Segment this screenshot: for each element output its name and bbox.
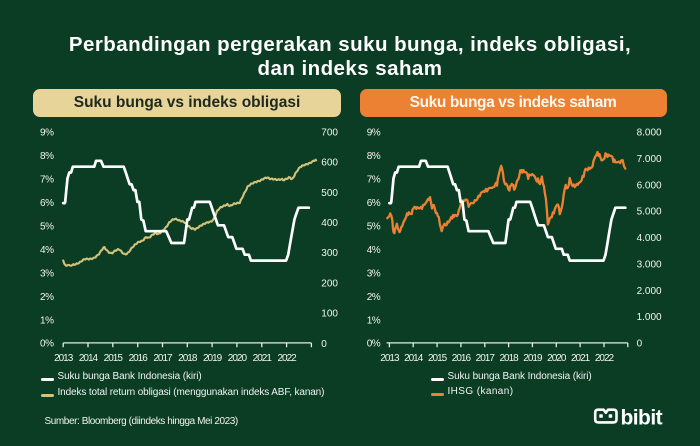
- svg-text:bibit: bibit: [621, 407, 663, 430]
- svg-text:6.000: 6.000: [637, 180, 662, 191]
- svg-text:2019: 2019: [523, 353, 543, 364]
- svg-text:3.000: 3.000: [637, 259, 662, 270]
- svg-text:2022: 2022: [277, 353, 297, 364]
- svg-text:1%: 1%: [367, 315, 381, 326]
- svg-text:6%: 6%: [40, 198, 54, 209]
- svg-text:600: 600: [321, 158, 338, 169]
- svg-text:7%: 7%: [40, 174, 54, 185]
- svg-text:8%: 8%: [40, 151, 54, 162]
- svg-text:300: 300: [321, 248, 338, 259]
- svg-text:2020: 2020: [228, 353, 248, 364]
- svg-text:2022: 2022: [595, 353, 615, 364]
- svg-text:2020: 2020: [547, 353, 567, 364]
- svg-text:2018: 2018: [499, 353, 519, 364]
- svg-text:4%: 4%: [367, 245, 381, 256]
- svg-text:0%: 0%: [40, 339, 54, 350]
- svg-text:6%: 6%: [367, 198, 381, 209]
- svg-text:2017: 2017: [153, 353, 173, 364]
- svg-text:2015: 2015: [104, 353, 124, 364]
- svg-text:2.000: 2.000: [637, 286, 662, 297]
- svg-text:200: 200: [321, 278, 338, 289]
- svg-text:7.000: 7.000: [637, 154, 662, 165]
- svg-text:2019: 2019: [203, 353, 223, 364]
- svg-text:2%: 2%: [40, 292, 54, 303]
- svg-text:2015: 2015: [428, 353, 448, 364]
- svg-text:2013: 2013: [380, 353, 400, 364]
- svg-text:400: 400: [321, 218, 338, 229]
- svg-text:8.000: 8.000: [637, 128, 662, 139]
- svg-text:2014: 2014: [79, 353, 99, 364]
- svg-text:2021: 2021: [253, 353, 273, 364]
- svg-text:8%: 8%: [367, 151, 381, 162]
- svg-text:2021: 2021: [571, 353, 591, 364]
- svg-text:700: 700: [321, 128, 338, 139]
- svg-text:100: 100: [321, 309, 338, 320]
- svg-text:1%: 1%: [40, 315, 54, 326]
- svg-text:5%: 5%: [40, 221, 54, 232]
- svg-text:2013: 2013: [54, 353, 74, 364]
- svg-text:0: 0: [637, 339, 643, 350]
- svg-text:5%: 5%: [367, 221, 381, 232]
- svg-text:0%: 0%: [367, 339, 381, 350]
- svg-text:2016: 2016: [129, 353, 149, 364]
- svg-text:2018: 2018: [178, 353, 198, 364]
- svg-text:500: 500: [321, 188, 338, 199]
- svg-text:0: 0: [321, 339, 327, 350]
- svg-text:2%: 2%: [367, 292, 381, 303]
- svg-text:2016: 2016: [452, 353, 472, 364]
- svg-text:2014: 2014: [404, 353, 424, 364]
- svg-text:4%: 4%: [40, 245, 54, 256]
- svg-text:9%: 9%: [40, 128, 54, 139]
- svg-text:3%: 3%: [40, 268, 54, 279]
- svg-text:2017: 2017: [476, 353, 496, 364]
- svg-text:5.000: 5.000: [637, 207, 662, 218]
- svg-text:4.000: 4.000: [637, 233, 662, 244]
- svg-text:7%: 7%: [367, 174, 381, 185]
- svg-text:3%: 3%: [367, 268, 381, 279]
- svg-text:9%: 9%: [367, 128, 381, 139]
- svg-text:1.000: 1.000: [637, 312, 662, 323]
